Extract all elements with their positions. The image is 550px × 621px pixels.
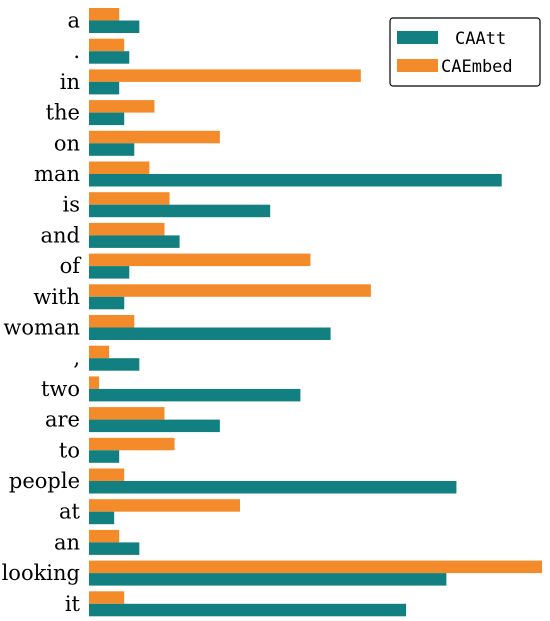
category-label: the — [46, 101, 80, 125]
category-label: at — [59, 500, 81, 524]
category-label: and — [41, 223, 81, 247]
category-label: people — [9, 469, 80, 493]
category-label: with — [33, 285, 80, 309]
bar-caembed-4 — [89, 130, 220, 144]
bar-caatt-13 — [89, 419, 220, 433]
bar-caembed-2 — [89, 69, 361, 82]
legend-swatch-caembed — [397, 59, 438, 72]
bar-caatt-14 — [89, 450, 120, 463]
legend-swatch-caatt — [397, 31, 438, 44]
legend: CAAtt CAEmbed — [389, 17, 541, 87]
bar-caembed-15 — [89, 468, 125, 481]
bar-caembed-8 — [89, 253, 311, 267]
bar-caatt-9 — [89, 296, 125, 310]
bar-caatt-17 — [89, 542, 140, 555]
bar-caatt-3 — [89, 112, 125, 126]
legend-label-caatt: CAAtt — [455, 29, 506, 49]
bar-caembed-13 — [89, 407, 165, 420]
category-label: woman — [3, 316, 80, 340]
bar-caembed-14 — [89, 437, 175, 451]
category-label: of — [60, 254, 83, 278]
category-label: it — [65, 592, 81, 616]
legend-label-caembed: CAEmbed — [441, 57, 513, 77]
bar-caatt-11 — [89, 358, 140, 371]
category-label: a — [67, 9, 80, 33]
bar-caatt-16 — [89, 511, 115, 525]
bar-caembed-17 — [89, 529, 120, 543]
bar-caatt-6 — [89, 204, 271, 218]
category-label: on — [54, 131, 80, 155]
bar-caembed-18 — [89, 560, 542, 574]
bar-caembed-1 — [89, 38, 125, 52]
category-label: , — [73, 346, 80, 370]
bar-caembed-5 — [89, 161, 150, 174]
bar-caembed-12 — [89, 376, 100, 389]
category-label: are — [45, 408, 80, 432]
bar-caatt-2 — [89, 81, 120, 95]
bar-caatt-19 — [89, 603, 407, 617]
category-label: to — [59, 438, 80, 462]
bar-caembed-16 — [89, 499, 240, 512]
bar-caatt-7 — [89, 235, 180, 248]
bar-caembed-0 — [89, 8, 120, 21]
bar-caatt-0 — [89, 20, 140, 33]
bar-caembed-19 — [89, 591, 125, 604]
bar-caatt-8 — [89, 266, 130, 279]
bars-group — [89, 8, 542, 617]
category-labels-group: a. in the on man is and of with woman, two are to peo… — [2, 9, 83, 616]
category-label: in — [60, 70, 80, 94]
bar-caatt-5 — [89, 174, 502, 187]
bar-caembed-11 — [89, 345, 110, 359]
category-label: . — [73, 39, 80, 63]
category-label: two — [41, 377, 80, 401]
category-label: man — [34, 162, 80, 186]
bar-caembed-9 — [89, 284, 371, 297]
bar-caatt-1 — [89, 51, 130, 64]
bar-caembed-3 — [89, 100, 155, 113]
category-label: is — [63, 193, 81, 217]
bar-caatt-12 — [89, 388, 301, 402]
bar-caatt-15 — [89, 481, 457, 494]
category-label: an — [54, 530, 80, 554]
bar-caembed-7 — [89, 222, 165, 236]
bar-caatt-10 — [89, 327, 331, 340]
bar-caembed-6 — [89, 192, 170, 205]
category-label: looking — [2, 561, 80, 585]
bar-caatt-4 — [89, 143, 135, 156]
bar-caatt-18 — [89, 573, 447, 586]
bar-caembed-10 — [89, 315, 135, 328]
